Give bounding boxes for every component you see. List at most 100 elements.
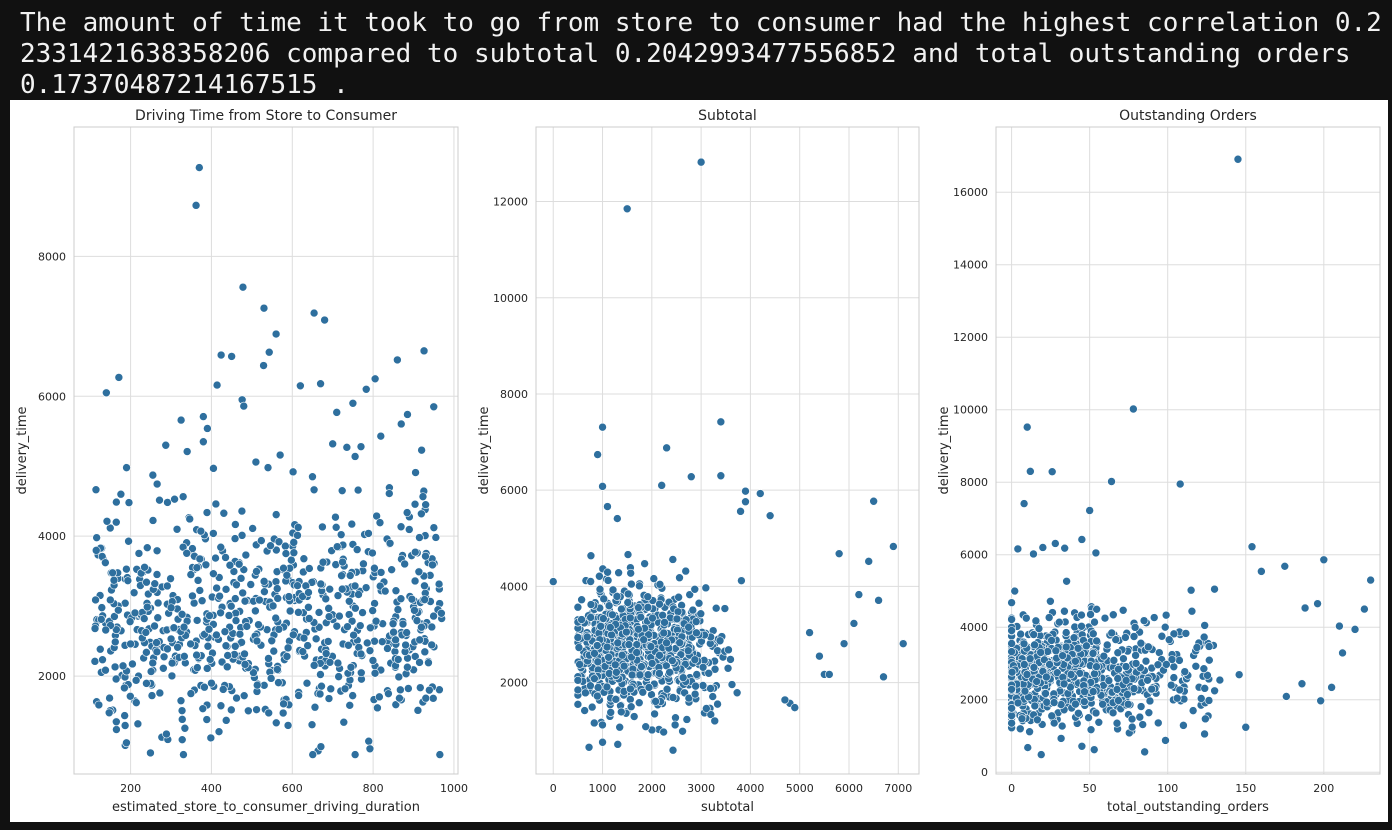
data-point bbox=[163, 498, 172, 507]
data-point bbox=[629, 712, 639, 721]
data-point bbox=[1234, 670, 1244, 679]
data-point bbox=[383, 644, 392, 653]
data-point bbox=[1029, 630, 1038, 639]
data-point bbox=[332, 408, 342, 417]
data-point bbox=[212, 583, 221, 593]
data-point bbox=[655, 599, 664, 609]
data-point bbox=[332, 542, 342, 551]
data-point bbox=[1319, 555, 1329, 565]
data-point bbox=[1136, 638, 1146, 648]
data-point bbox=[311, 634, 321, 644]
data-point bbox=[1205, 655, 1214, 665]
data-point bbox=[215, 591, 224, 601]
data-point bbox=[690, 584, 700, 594]
y-tick-label: 10000 bbox=[953, 404, 988, 417]
data-point bbox=[342, 443, 352, 452]
data-point bbox=[111, 517, 121, 527]
data-point bbox=[252, 636, 262, 646]
data-point bbox=[1109, 656, 1119, 665]
data-point bbox=[153, 598, 163, 608]
data-point bbox=[598, 720, 607, 730]
data-point bbox=[1210, 686, 1219, 696]
data-point bbox=[384, 489, 394, 498]
data-point bbox=[185, 514, 195, 524]
x-tick-label: 7000 bbox=[884, 782, 912, 795]
data-point bbox=[1162, 660, 1171, 669]
data-point bbox=[395, 693, 404, 703]
data-point bbox=[356, 668, 366, 678]
data-point bbox=[720, 604, 730, 613]
data-point bbox=[400, 559, 409, 569]
axes-frame bbox=[73, 126, 459, 775]
data-point bbox=[624, 640, 634, 649]
data-point bbox=[198, 704, 208, 713]
data-point bbox=[593, 691, 602, 701]
data-point bbox=[655, 669, 664, 678]
data-point bbox=[1241, 722, 1251, 732]
data-point bbox=[608, 610, 617, 620]
data-point bbox=[218, 685, 228, 694]
data-point bbox=[221, 553, 230, 562]
data-point bbox=[1060, 543, 1069, 553]
data-point bbox=[176, 415, 186, 425]
data-point bbox=[1144, 708, 1154, 717]
data-point bbox=[155, 688, 165, 698]
data-point bbox=[222, 662, 232, 672]
data-point bbox=[90, 624, 100, 633]
data-point bbox=[429, 611, 438, 621]
data-point bbox=[393, 355, 402, 365]
data-point bbox=[1074, 708, 1083, 718]
data-point bbox=[659, 628, 669, 638]
data-point bbox=[324, 694, 334, 703]
data-point bbox=[698, 681, 708, 690]
data-point bbox=[192, 616, 202, 625]
data-point bbox=[691, 617, 701, 626]
data-point bbox=[101, 558, 110, 567]
data-point bbox=[211, 499, 221, 509]
data-point bbox=[105, 693, 114, 703]
data-point bbox=[152, 546, 162, 556]
data-point bbox=[413, 706, 423, 715]
data-point bbox=[404, 525, 414, 534]
data-point bbox=[216, 608, 225, 618]
data-point bbox=[879, 672, 888, 682]
data-point bbox=[362, 638, 372, 648]
data-point bbox=[102, 516, 112, 526]
data-point bbox=[726, 655, 735, 664]
data-point bbox=[195, 586, 205, 595]
data-point bbox=[640, 559, 649, 568]
data-point bbox=[279, 563, 288, 573]
data-point bbox=[251, 606, 260, 616]
data-point bbox=[1175, 685, 1185, 695]
data-point bbox=[308, 472, 317, 482]
data-point bbox=[805, 628, 814, 637]
data-point bbox=[1127, 714, 1137, 724]
data-point bbox=[209, 464, 218, 473]
data-point bbox=[303, 641, 312, 650]
data-point bbox=[231, 594, 240, 603]
data-point bbox=[347, 616, 357, 626]
data-point bbox=[1129, 684, 1139, 693]
data-point bbox=[361, 384, 371, 394]
data-point bbox=[346, 662, 356, 672]
data-point bbox=[364, 736, 374, 746]
data-point bbox=[232, 580, 241, 590]
data-point bbox=[1169, 662, 1179, 672]
data-point bbox=[678, 726, 687, 736]
data-point bbox=[691, 681, 700, 691]
data-point bbox=[396, 594, 406, 604]
data-point bbox=[706, 710, 716, 719]
data-point bbox=[163, 644, 172, 654]
data-point bbox=[1025, 654, 1035, 663]
data-point bbox=[398, 619, 408, 629]
data-point bbox=[177, 735, 187, 744]
data-point bbox=[268, 601, 278, 611]
data-point bbox=[274, 624, 284, 634]
x-tick-label: 0 bbox=[1008, 782, 1015, 795]
data-point bbox=[1058, 651, 1067, 660]
data-point bbox=[704, 668, 714, 678]
data-point bbox=[91, 485, 101, 495]
data-point bbox=[368, 606, 377, 615]
data-point bbox=[431, 533, 441, 542]
data-point bbox=[302, 678, 312, 688]
